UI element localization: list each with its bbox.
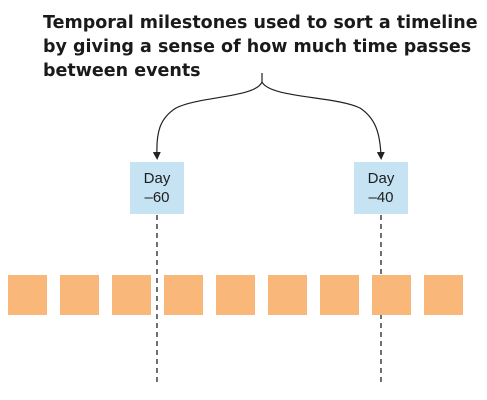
milestone-2-line2: –40 xyxy=(368,189,394,206)
event-box xyxy=(372,275,411,315)
arrow-to-milestone-1 xyxy=(152,81,263,160)
milestone-day-minus-40: Day –40 xyxy=(354,162,408,214)
event-box xyxy=(60,275,99,315)
milestone-1-line1: Day xyxy=(143,170,171,187)
caption-line-2: by giving a sense of how much time passe… xyxy=(43,37,472,57)
event-box xyxy=(424,275,463,315)
event-box xyxy=(216,275,255,315)
milestone-1-line2: –60 xyxy=(144,189,170,206)
diagram-caption: Temporal milestones used to sort a timel… xyxy=(43,11,483,83)
milestone-2-line1: Day xyxy=(367,170,395,187)
caption-line-1: Temporal milestones used to sort a timel… xyxy=(43,13,478,33)
event-box xyxy=(8,275,47,315)
milestone-day-minus-60: Day –60 xyxy=(130,162,184,214)
event-box xyxy=(112,275,151,315)
event-box xyxy=(268,275,307,315)
arrow-to-milestone-2 xyxy=(261,81,385,160)
event-box xyxy=(164,275,203,315)
caption-line-3: between events xyxy=(43,61,201,81)
event-box xyxy=(320,275,359,315)
